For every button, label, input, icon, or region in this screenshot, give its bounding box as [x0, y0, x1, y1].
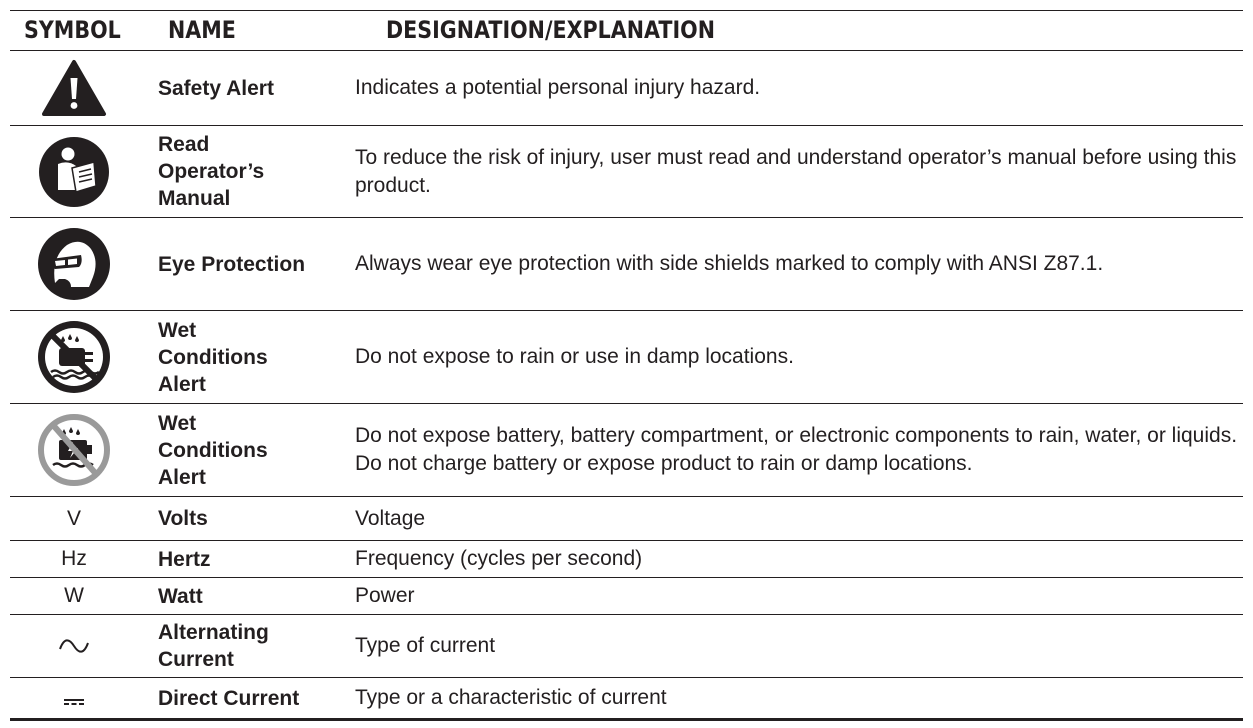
table-row: Hz Hertz Frequency (cycles per second)	[10, 541, 1243, 578]
watt-symbol: W	[64, 584, 84, 607]
table-row: Direct Current Type or a characteristic …	[10, 678, 1243, 721]
row-description: Frequency (cycles per second)	[355, 547, 643, 570]
row-name: Eye Protection	[158, 252, 306, 276]
row-description: Power	[355, 584, 415, 607]
symbol-cell	[10, 126, 138, 217]
row-description: Always wear eye protection with side shi…	[355, 252, 1104, 275]
symbol-cell	[10, 311, 138, 403]
symbol-cell	[10, 615, 138, 677]
symbol-table: SYMBOL NAME DESIGNATION/EXPLANATION Safe…	[10, 10, 1243, 721]
symbol-cell	[10, 51, 138, 125]
row-name: Wet Conditions Alert	[158, 318, 268, 396]
row-description: Do not expose to rain or use in damp loc…	[355, 345, 794, 368]
header-name: NAME	[168, 16, 236, 44]
row-description: Indicates a potential personal injury ha…	[355, 76, 761, 99]
row-name: Hertz	[158, 547, 211, 571]
row-name: Direct Current	[158, 686, 300, 710]
row-description: Type or a characteristic of current	[355, 686, 667, 709]
table-row: Read Operator’s Manual To reduce the ris…	[10, 126, 1243, 218]
read-manual-icon	[39, 136, 109, 207]
direct-current-icon	[64, 699, 84, 705]
symbol-cell	[10, 678, 138, 718]
table-row: Wet Conditions Alert Do not expose to ra…	[10, 311, 1243, 404]
symbol-cell: W	[10, 578, 138, 614]
row-name: Volts	[158, 507, 208, 530]
volts-symbol: V	[66, 506, 81, 530]
table-row: Eye Protection Always wear eye protectio…	[10, 218, 1243, 311]
row-name: Safety Alert	[158, 76, 274, 100]
eye-protection-icon	[38, 228, 110, 300]
row-name: Alternating Current	[158, 621, 269, 671]
wet-conditions-icon	[38, 321, 110, 393]
row-name: Wet Conditions Alert	[158, 411, 268, 489]
header-symbol: SYMBOL	[24, 16, 121, 44]
symbol-cell	[10, 404, 138, 496]
hertz-symbol: Hz	[61, 547, 87, 570]
table-row: Wet Conditions Alert Do not expose batte…	[10, 404, 1243, 497]
alternating-current-icon	[59, 639, 89, 653]
row-description: Type of current	[355, 634, 496, 657]
table-row: Safety Alert Indicates a potential perso…	[10, 51, 1243, 126]
row-description: Do not expose battery, battery compartme…	[355, 424, 1238, 475]
table-row: V Volts Voltage	[10, 497, 1243, 541]
table-header: SYMBOL NAME DESIGNATION/EXPLANATION	[10, 10, 1243, 51]
row-description: To reduce the risk of injury, user must …	[355, 145, 1237, 197]
symbol-cell: Hz	[10, 541, 138, 577]
table-row: W Watt Power	[10, 578, 1243, 615]
row-name: Read Operator’s Manual	[158, 133, 265, 210]
row-name: Watt	[158, 584, 203, 608]
safety-alert-icon	[42, 60, 106, 116]
table-row: Alternating Current Type of current	[10, 615, 1243, 678]
header-designation: DESIGNATION/EXPLANATION	[386, 16, 715, 44]
wet-conditions-battery-icon	[38, 414, 110, 486]
symbol-cell: V	[10, 497, 138, 540]
row-description: Voltage	[355, 506, 426, 530]
symbol-cell	[10, 218, 138, 310]
